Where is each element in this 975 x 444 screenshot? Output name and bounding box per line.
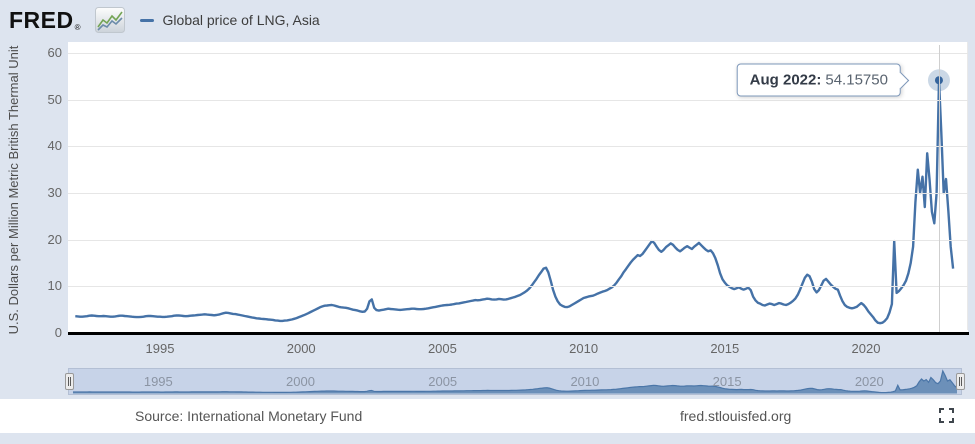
- chart-region: Aug 2022: 54.15750 U.S. Dollars per Milli…: [6, 42, 969, 356]
- highlighted-point-marker: [934, 76, 943, 85]
- footer-bar: Source: International Monetary Fund fred…: [0, 399, 975, 433]
- navigator-line: [73, 369, 958, 394]
- chart-legend: Global price of LNG, Asia: [139, 12, 320, 28]
- y-tick-label: 60: [47, 45, 62, 60]
- fred-logo-link[interactable]: FRED ®: [0, 7, 125, 33]
- navigator-area-chart: [73, 369, 958, 394]
- legend-line-swatch: [139, 18, 154, 22]
- x-tick-label: 2005: [427, 341, 457, 356]
- fred-logo-text: FRED: [9, 6, 74, 33]
- fullscreen-button[interactable]: [937, 408, 955, 424]
- header-bar: FRED ® Global price of LNG, Asia: [0, 0, 975, 40]
- navigator-left-handle[interactable]: [65, 373, 74, 390]
- x-tick-label: 2020: [851, 341, 881, 356]
- legend-series-label: Global price of LNG, Asia: [162, 12, 320, 28]
- x-tick-label: 2010: [569, 341, 599, 356]
- y-tick-label: 10: [47, 278, 62, 294]
- y-gridline: [68, 193, 968, 194]
- y-tick-label: 50: [47, 91, 62, 107]
- plot-area[interactable]: Aug 2022: 54.15750: [68, 42, 968, 333]
- crosshair-line: [939, 45, 940, 333]
- x-tick-label: 2015: [710, 341, 740, 356]
- fullscreen-icon: [938, 408, 954, 423]
- source-note: Source: International Monetary Fund: [135, 408, 363, 424]
- data-tooltip: Aug 2022: 54.15750: [736, 63, 910, 97]
- y-gridline: [68, 99, 968, 101]
- tooltip-date-label: Aug 2022:: [749, 71, 822, 89]
- registered-trademark: ®: [74, 23, 81, 32]
- y-tick-label: 40: [47, 138, 62, 154]
- x-tick-label: 1995: [145, 341, 175, 356]
- y-gridline: [68, 53, 968, 54]
- tooltip-value: 54.15750: [825, 71, 888, 89]
- y-tick-label: 0: [54, 325, 62, 340]
- fred-sparkline-icon: [94, 7, 125, 33]
- plot-right-border: [967, 42, 968, 330]
- y-gridline: [68, 146, 968, 148]
- line-chart-svg: [75, 69, 955, 325]
- x-tick-label: 2000: [286, 341, 316, 356]
- y-tick-label: 20: [47, 231, 62, 247]
- y-tick-label: 30: [47, 185, 62, 200]
- site-link[interactable]: fred.stlouisfed.org: [680, 408, 792, 424]
- price-line-series: [75, 79, 955, 325]
- x-axis-line: [68, 332, 969, 335]
- y-gridline: [68, 286, 968, 288]
- y-gridline: [68, 239, 968, 241]
- navigator-right-handle[interactable]: [956, 373, 965, 390]
- range-navigator-track[interactable]: 1995 2000 2005 2010 2015 2020: [65, 368, 965, 395]
